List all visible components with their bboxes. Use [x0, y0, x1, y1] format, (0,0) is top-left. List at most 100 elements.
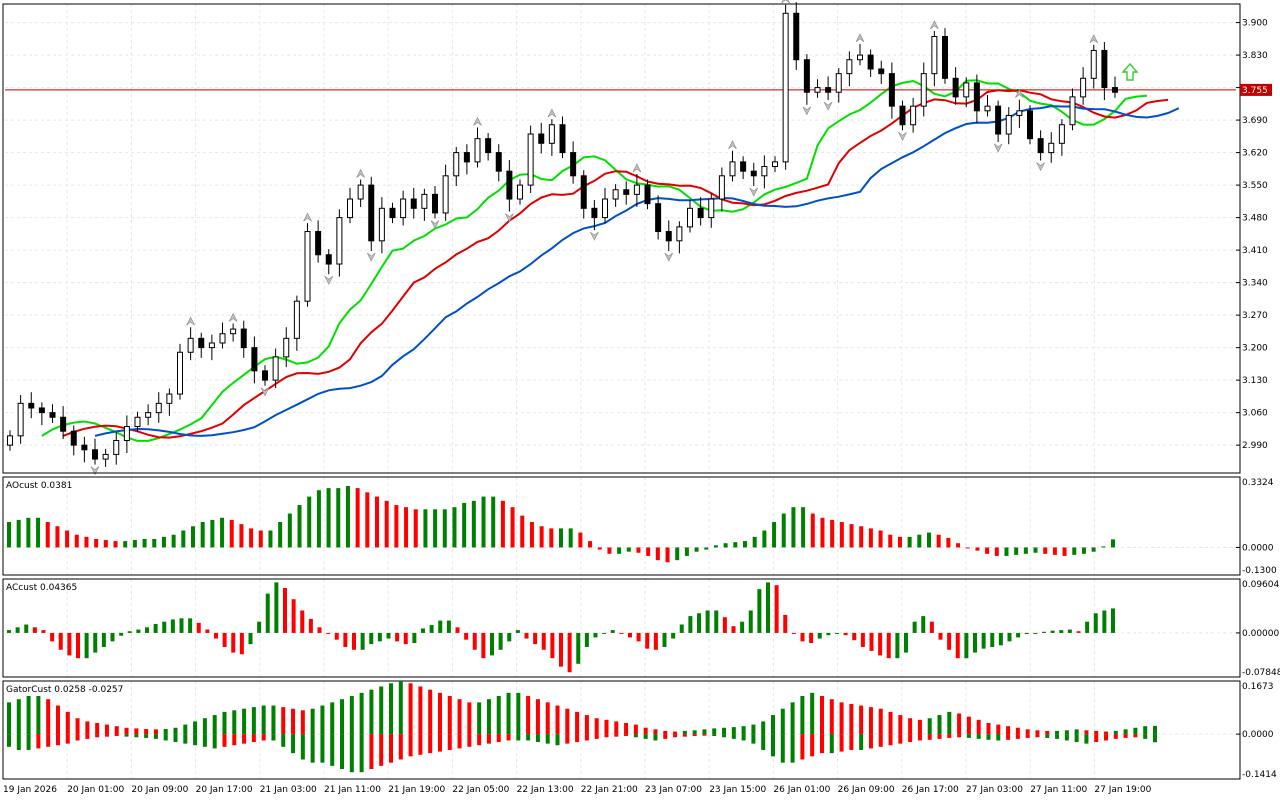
candle-body: [293, 300, 300, 339]
ao-bar: [810, 513, 815, 548]
ao-histogram: [7, 485, 1115, 563]
gator-lower-bar: [144, 734, 149, 738]
fractal-up-marker: [1015, 88, 1024, 98]
gator-upper-bar: [741, 726, 746, 735]
ao-bar: [539, 526, 544, 548]
x-tick-label: 20 Jan 01:00: [67, 785, 124, 795]
gator-upper-bar: [555, 705, 560, 735]
ao-bar: [830, 519, 835, 548]
candle-body: [857, 54, 863, 61]
gator-upper-bar: [810, 692, 815, 735]
ac-bar: [188, 618, 193, 633]
x-tick-label: 21 Jan 11:00: [324, 785, 381, 795]
axis-labels: 19 Jan 2026 20 Jan 01:00 20 Jan 09:00 20 Ja…: [3, 19, 1280, 795]
ac-bar: [326, 632, 331, 634]
candle-body: [474, 138, 481, 163]
ao-bar: [307, 496, 312, 548]
candle-body: [1112, 87, 1118, 93]
ac-bar: [1016, 632, 1021, 638]
gator-lower-bar: [163, 734, 168, 741]
candle-body: [878, 68, 885, 75]
candle-body: [283, 337, 290, 358]
candle: [899, 100, 906, 131]
gator-lower-bar: [369, 734, 374, 770]
ac-bar: [981, 632, 986, 649]
candle-body: [389, 207, 396, 219]
ac-bar: [602, 632, 607, 634]
ac-bar: [67, 632, 72, 656]
candle-body: [166, 393, 173, 404]
ac-bar: [300, 610, 305, 633]
fractal-down-marker: [90, 466, 100, 476]
gator-lower-bar: [1035, 734, 1040, 738]
ao-bar: [897, 536, 902, 548]
gator-lower-bar: [1094, 734, 1099, 743]
y-tick-label: 0.0000: [1242, 543, 1274, 553]
gator-lower-bar: [193, 734, 198, 746]
gator-upper-bar: [163, 729, 168, 735]
gator-upper-bar: [95, 723, 100, 735]
candle-body: [729, 161, 736, 177]
ao-bar: [1072, 547, 1077, 555]
fractal-up-marker: [547, 108, 557, 118]
ao-bar: [210, 519, 215, 548]
gator-upper-bar: [859, 705, 864, 735]
x-tick-label: 27 Jan 03:00: [966, 785, 1023, 795]
candle: [1048, 132, 1055, 163]
ac-bar: [257, 621, 262, 633]
ao-bar: [1023, 547, 1028, 554]
ac-bar: [636, 632, 641, 642]
candle: [219, 322, 226, 349]
candle-body: [463, 152, 470, 163]
gator-lower-bar: [1133, 734, 1138, 738]
candle-body: [208, 342, 215, 349]
candle: [81, 436, 88, 463]
gator-lower-bar: [819, 734, 824, 754]
candle-body: [485, 138, 492, 154]
ac-bar: [1111, 608, 1115, 633]
ac-bar: [214, 632, 218, 639]
candle: [1016, 99, 1023, 128]
ac-bar: [610, 630, 615, 633]
ac-bar: [360, 632, 365, 650]
gator-lower-bar: [447, 734, 452, 750]
candle: [665, 220, 672, 252]
candle: [272, 348, 279, 389]
gator-upper-bar: [291, 708, 296, 735]
candle: [973, 74, 980, 124]
candle-body: [453, 152, 460, 177]
ao-bar: [684, 547, 689, 556]
green-line: [41, 79, 1147, 442]
gator-lower-bar: [1074, 734, 1079, 743]
ao-bar: [1014, 547, 1019, 555]
gator-lower-bar: [1025, 734, 1030, 738]
gator-upper-bar: [1104, 731, 1109, 735]
gator-upper-bar: [183, 724, 188, 735]
ao-bar: [1081, 547, 1086, 554]
ao-bar: [723, 543, 728, 548]
candle-body: [315, 231, 322, 256]
candle: [198, 332, 205, 358]
ao-bar: [559, 528, 563, 548]
gator-upper-bar: [927, 718, 932, 735]
gator-histogram: [7, 681, 1157, 773]
ao-bar: [772, 522, 777, 548]
ao-bar: [200, 522, 205, 548]
ao-bar: [375, 496, 379, 548]
ac-bar: [584, 632, 589, 647]
candle: [984, 95, 991, 117]
ao-bar: [258, 530, 263, 548]
candle: [857, 43, 863, 66]
candle-body: [70, 430, 77, 446]
gator-upper-bar: [1094, 730, 1099, 735]
gator-upper-bar: [957, 713, 962, 735]
gator-lower-bar: [731, 734, 736, 739]
gator-lower-bar: [663, 734, 668, 739]
y-tick-label: 3.690: [1242, 116, 1268, 126]
candle-body: [697, 207, 704, 219]
candle-body: [421, 193, 428, 209]
ao-bar: [859, 526, 864, 548]
gator-lower-bar: [741, 734, 746, 741]
gator-lower-bar: [898, 734, 903, 744]
y-tick-label: 3.550: [1242, 181, 1268, 191]
